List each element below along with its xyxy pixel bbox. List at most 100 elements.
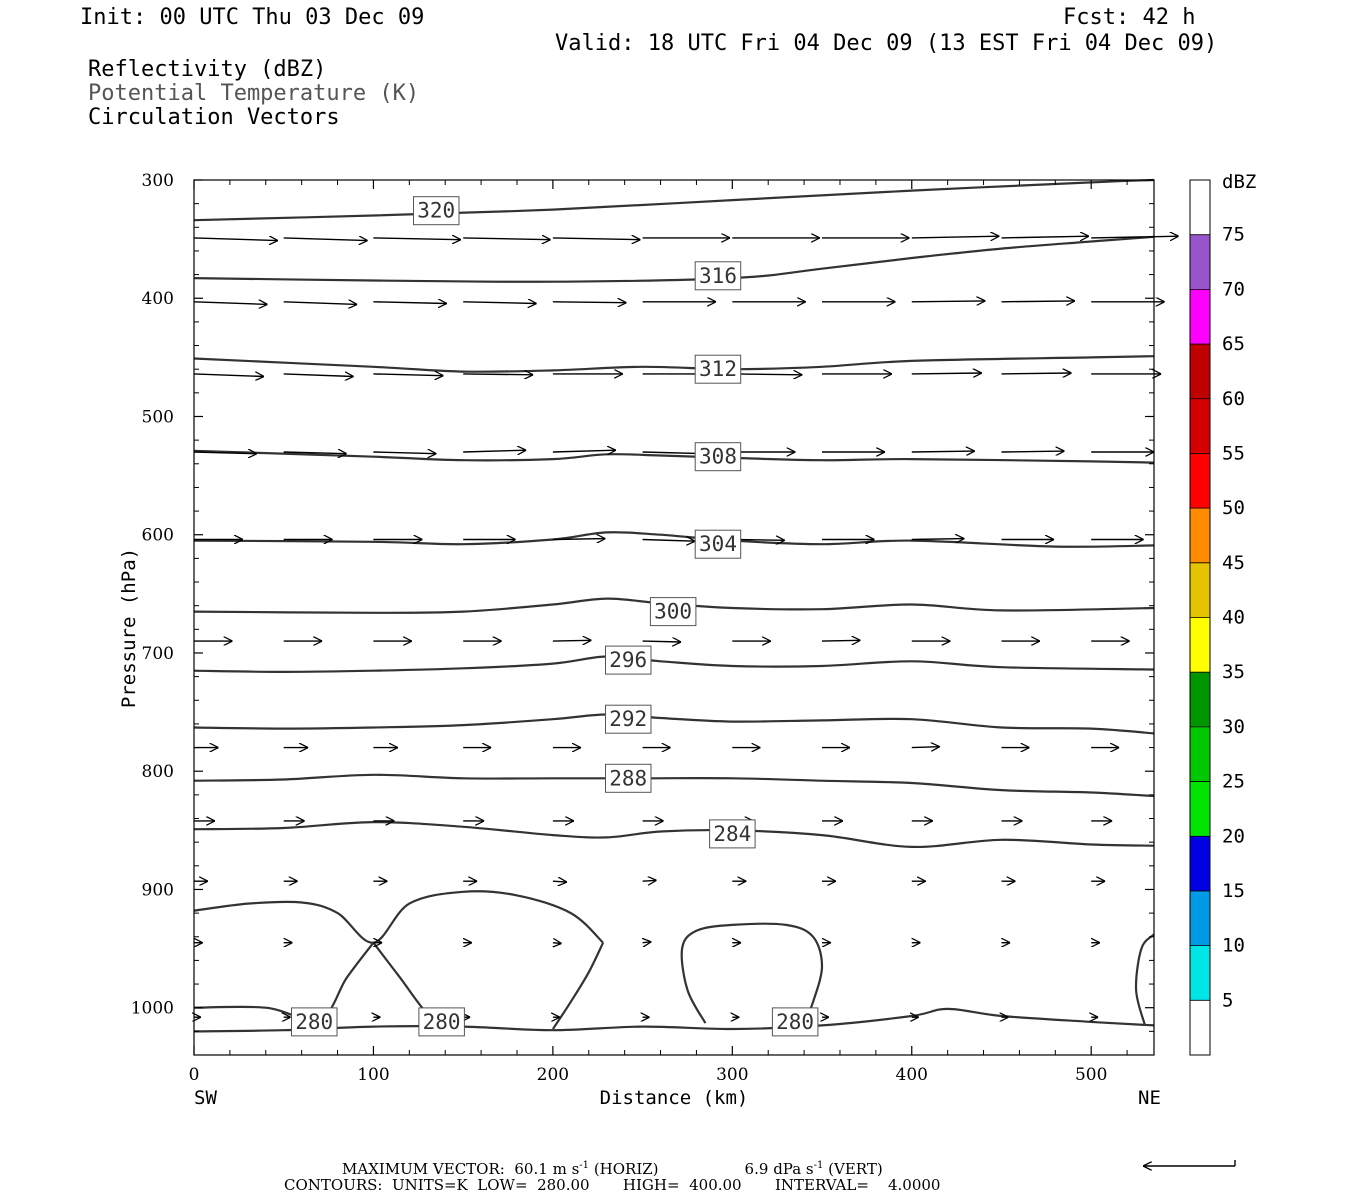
- circulation-vector: [1001, 451, 1065, 452]
- colorbar-level-label: 40: [1222, 607, 1245, 629]
- colorbar-swatch: [1190, 289, 1210, 345]
- circulation-vector: [1091, 236, 1179, 238]
- contour-label-box: [418, 1007, 465, 1037]
- horiz-unit-exponent: -1: [579, 1160, 590, 1171]
- colorbar-swatch: [1190, 672, 1210, 727]
- contour-labels: 320 316 312 308 304 300 296 292 288 284 280 280 280: [291, 196, 819, 1037]
- contour-label-box: [694, 261, 742, 291]
- contour-label-box: [694, 529, 742, 559]
- field-label-reflectivity: Reflectivity (dBZ): [88, 57, 327, 82]
- isentrope-288: [193, 773, 1155, 798]
- circulation-vector: [732, 374, 802, 375]
- circulation-vector: [552, 640, 592, 641]
- forecast-hour: Fcst: 42 h: [1063, 5, 1196, 30]
- circulation-vector: [642, 641, 682, 642]
- colorbar-swatch: [1190, 1000, 1210, 1055]
- x-tick-label: 300: [716, 1065, 748, 1085]
- circulation-vector: [1001, 236, 1090, 238]
- circulation-vector: [463, 238, 551, 240]
- circulation-vector: [193, 452, 257, 454]
- circulation-vectors: [194, 236, 1179, 1017]
- x-tick-label: 100: [357, 1065, 389, 1085]
- circulation-vector: [911, 236, 1000, 238]
- y-axis-label: Pressure (hPa): [118, 548, 140, 708]
- circulation-vector: [552, 539, 606, 540]
- isentrope-280: [551, 942, 605, 1030]
- max-vert-unit: dPa s: [773, 1160, 814, 1178]
- max-vector-line: MAXIMUM VECTOR: 60.1 m s-1 (HORIZ) 6.9 dP…: [342, 1158, 883, 1177]
- y-tick-label: 500: [142, 407, 174, 427]
- init-time: Init: 00 UTC Thu 03 Dec 09: [80, 5, 425, 30]
- vert-unit-exponent: -1: [813, 1160, 824, 1171]
- contour-label-280: 280: [295, 1010, 333, 1034]
- valid-time: Valid: 18 UTC Fri 04 Dec 09 (13 EST Fri …: [555, 31, 1218, 56]
- circulation-vector: [552, 450, 616, 452]
- colorbar-swatch: [1190, 508, 1210, 563]
- contour-label-box: [649, 597, 697, 627]
- colorbar-swatch: [1190, 890, 1210, 946]
- contour-label-296: 296: [609, 648, 647, 672]
- isentrope-280: [680, 922, 824, 1024]
- circulation-vector: [283, 452, 347, 454]
- circulation-vector: [1001, 301, 1076, 302]
- field-label-potential-temperature: Potential Temperature (K): [88, 81, 420, 106]
- isentrope-280: [193, 942, 375, 1022]
- colorbar-swatch: [1190, 344, 1210, 399]
- colorbar-level-label: 10: [1222, 935, 1245, 957]
- colorbar-level-label: 60: [1222, 388, 1245, 410]
- axes: 0 100 200 300 400 500 300 400 500 600 700 800 900 100…: [131, 171, 1154, 1085]
- circulation-vector: [642, 880, 657, 881]
- circulation-vector: [283, 374, 354, 377]
- colorbar-level-label: 25: [1222, 771, 1245, 793]
- colorbar-swatch: [1190, 726, 1210, 782]
- contour-label-box: [413, 196, 460, 226]
- circulation-vector: [373, 452, 436, 454]
- y-tick-label: 400: [142, 289, 174, 309]
- y-tick-label: 700: [142, 644, 174, 664]
- colorbar-level-label: 50: [1222, 497, 1245, 519]
- colorbar-swatch: [1190, 781, 1210, 837]
- contour-label-308: 308: [699, 445, 737, 469]
- colorbar-level-label: 65: [1222, 333, 1245, 355]
- isentrope-316: [193, 235, 1155, 283]
- contour-label-312: 312: [699, 357, 737, 381]
- x-end-label-ne: NE: [1138, 1087, 1161, 1109]
- circulation-vector: [463, 450, 526, 452]
- contour-label-box: [694, 354, 742, 384]
- contour-label-280: 280: [423, 1010, 461, 1034]
- isentrope-292: [193, 713, 1155, 735]
- colorbar-swatch: [1190, 945, 1210, 1001]
- x-tick-label: 400: [896, 1065, 928, 1085]
- field-label-circulation-vectors: Circulation Vectors: [88, 105, 340, 130]
- circulation-vector: [283, 302, 358, 305]
- circulation-vector: [463, 302, 537, 304]
- x-tick-label: 200: [537, 1065, 569, 1085]
- circulation-vector: [373, 302, 447, 304]
- colorbar-swatch: [1190, 453, 1210, 509]
- circulation-vector: [552, 238, 641, 240]
- colorbar-level-label: 75: [1222, 224, 1245, 246]
- circulation-vector: [193, 374, 264, 377]
- y-tick-label: 600: [142, 526, 174, 546]
- colorbar-unit-label: dBZ: [1222, 171, 1256, 193]
- circulation-vector: [193, 302, 268, 305]
- contours-info-line: CONTOURS: UNITS=K LOW= 280.00 HIGH= 400.…: [284, 1176, 941, 1194]
- y-tick-label: 300: [142, 171, 174, 191]
- isentrope-296: [193, 655, 1155, 674]
- colorbar-level-label: 15: [1222, 880, 1245, 902]
- colorbar-level-label: 70: [1222, 278, 1245, 300]
- isentrope-280: [193, 890, 604, 944]
- circulation-vector: [552, 881, 567, 882]
- contour-label-box: [771, 1007, 819, 1037]
- contour-label-304: 304: [699, 532, 737, 556]
- isentrope-280: [193, 1007, 1155, 1033]
- max-horiz-unit: m s: [552, 1160, 580, 1178]
- contour-label-box: [694, 442, 742, 472]
- x-axis-label: Distance (km): [600, 1087, 749, 1109]
- isentrope-312: [193, 355, 1155, 373]
- colorbar-swatch: [1190, 562, 1210, 618]
- vert-tag: (VERT): [828, 1160, 883, 1178]
- circulation-vector: [911, 373, 982, 374]
- contour-label-box: [605, 704, 652, 734]
- contour-label-box: [709, 819, 756, 849]
